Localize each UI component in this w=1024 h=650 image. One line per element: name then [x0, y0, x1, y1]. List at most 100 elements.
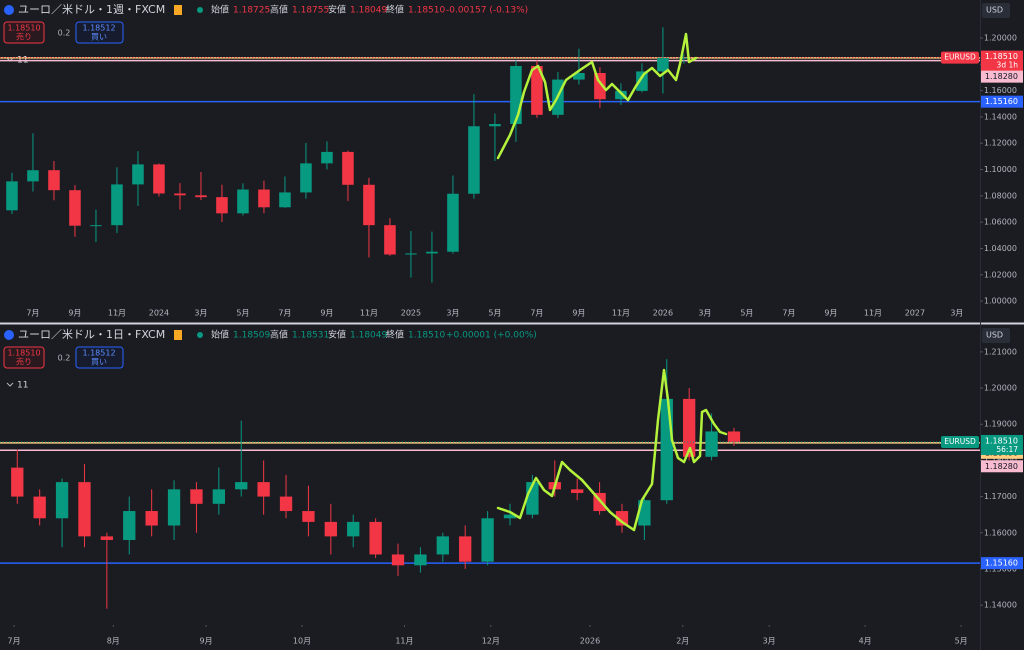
- last-price-box: [981, 434, 1023, 455]
- currency: USD: [986, 6, 1003, 15]
- price-line-label: 1.15160: [985, 559, 1018, 568]
- candle-body: [342, 151, 354, 185]
- last-price-box: [981, 50, 1023, 71]
- x-tick-label: 7月: [278, 309, 291, 318]
- price-line-label: 1.15160: [985, 97, 1018, 106]
- symbol-tag: [941, 51, 979, 64]
- currency-button[interactable]: [982, 328, 1010, 343]
- x-tick-label: 4月: [859, 637, 872, 646]
- x-tick-label: 3月: [446, 309, 459, 318]
- x-tick-label: 9月: [199, 637, 212, 646]
- candle-body: [132, 164, 144, 185]
- x-tick-label: 3月: [950, 309, 963, 318]
- x-tick-label: 3月: [194, 309, 207, 318]
- y-tick-label: 1.02000: [984, 270, 1017, 279]
- candle-body: [459, 536, 472, 562]
- last-price-label: 1.18510: [985, 436, 1018, 445]
- candle-body: [363, 184, 375, 226]
- candle-body: [279, 496, 293, 512]
- sell-button[interactable]: [3, 21, 45, 44]
- x-tick-label: 7月: [26, 309, 39, 318]
- candle-body: [657, 57, 669, 72]
- x-tick-label: 5月: [955, 637, 968, 646]
- x-tick-label: 3月: [698, 309, 711, 318]
- candle-body: [235, 482, 248, 490]
- candle-body: [369, 521, 382, 555]
- candle-body: [237, 189, 249, 214]
- candle-body: [48, 170, 60, 191]
- price-line-box: [981, 95, 1023, 108]
- candle-body: [6, 181, 18, 211]
- buy-label: 買い: [91, 358, 107, 367]
- ohlc-open-label: 始値: [211, 4, 229, 16]
- x-tick-label: 12月: [482, 637, 500, 646]
- currency-button[interactable]: [982, 3, 1010, 18]
- spread: 0.2: [58, 354, 71, 363]
- candle-body: [391, 554, 405, 566]
- y-tick-label: 1.08000: [984, 191, 1017, 200]
- candle-body: [100, 536, 114, 540]
- x-tick-label: 11月: [612, 309, 630, 318]
- candle-body: [510, 66, 522, 125]
- candle-body: [27, 170, 39, 182]
- price-line-box: [981, 557, 1023, 570]
- y-tick-label: 1.12000: [984, 139, 1017, 148]
- price-line-box: [981, 70, 1023, 83]
- candle-body: [69, 190, 81, 226]
- ohlc-close: 1.18510: [408, 331, 445, 341]
- x-tick-label: 2月: [676, 637, 689, 646]
- candle-body: [426, 251, 438, 254]
- candle-body: [33, 496, 46, 519]
- countdown: 56:17: [996, 445, 1018, 454]
- sell-button[interactable]: [3, 346, 45, 369]
- collapse-chevron: [6, 382, 14, 387]
- indicator-count: 11: [17, 381, 28, 391]
- currency: USD: [986, 331, 1003, 340]
- candle-body: [300, 163, 312, 193]
- last-price-label: 1.18510: [985, 52, 1018, 61]
- buy-button[interactable]: [75, 21, 124, 44]
- y-tick-label: 1.10000: [984, 165, 1017, 174]
- candle-body: [174, 193, 186, 196]
- candle-body: [153, 164, 165, 194]
- x-tick-label: 2024: [149, 309, 169, 318]
- ohlc-change: +0.00001 (+0.00%): [446, 331, 537, 341]
- candle-body: [324, 521, 337, 537]
- x-tick-label: 5月: [488, 309, 501, 318]
- candle-body: [111, 184, 123, 226]
- x-tick-label: 7月: [8, 637, 21, 646]
- candle-body: [573, 73, 585, 80]
- candle-body: [145, 511, 158, 526]
- symbol-tag-label: EURUSD: [944, 53, 976, 62]
- symbol-icon: [4, 5, 14, 15]
- x-tick-label: 3月: [763, 637, 776, 646]
- sell-price: 1.18510: [7, 24, 40, 33]
- x-tick-label: 5月: [740, 309, 753, 318]
- flag-icon: [174, 330, 182, 340]
- status-dot: [197, 332, 203, 338]
- x-tick-label: 11月: [108, 309, 126, 318]
- ohlc-open-label: 始値: [211, 329, 229, 341]
- x-tick-label: 8月: [107, 637, 120, 646]
- ohlc-high-label: 高値: [270, 329, 288, 341]
- candle-body: [195, 195, 207, 198]
- sell-label: 売り: [16, 32, 32, 42]
- ohlc-open: 1.18509: [233, 331, 270, 341]
- ohlc-close: 1.18510: [408, 6, 445, 16]
- candle-body: [414, 554, 427, 566]
- ohlc-high: 1.18755: [292, 6, 329, 16]
- drawing: [496, 32, 698, 160]
- ohlc-change: -0.00157 (-0.13%): [446, 6, 528, 16]
- status-dot: [197, 7, 203, 13]
- buy-button[interactable]: [75, 346, 124, 369]
- candle-body: [78, 482, 91, 537]
- candle-body: [347, 521, 360, 537]
- candle-body: [705, 431, 718, 457]
- flag-icon: [174, 5, 182, 15]
- candle-body: [212, 489, 226, 504]
- x-tick-label: 11月: [360, 309, 378, 318]
- candle-body: [636, 71, 648, 91]
- x-tick-label: 10月: [293, 637, 311, 646]
- y-tick-label: 1.14000: [984, 112, 1017, 121]
- candle-body: [279, 192, 291, 208]
